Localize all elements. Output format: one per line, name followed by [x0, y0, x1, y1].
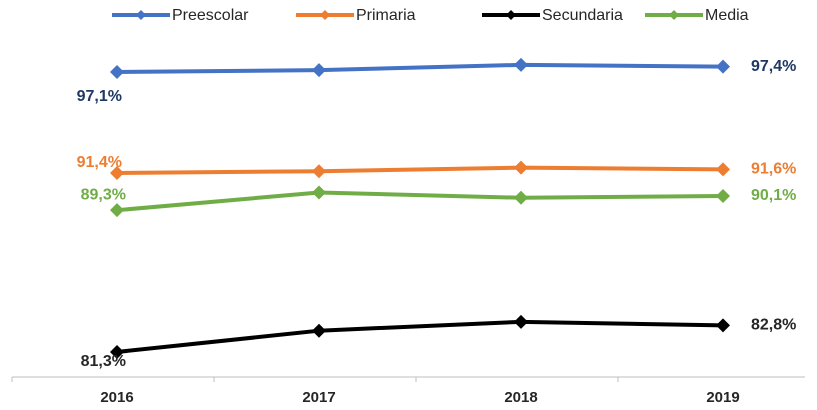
legend-label: Primaria [356, 7, 416, 24]
data-point [716, 189, 730, 204]
data-point [110, 165, 124, 180]
data-point [312, 164, 326, 179]
data-label: 97,4% [751, 58, 796, 75]
data-point [716, 162, 730, 177]
x-tick-label: 2018 [504, 389, 537, 406]
data-label: 82,8% [751, 317, 796, 334]
x-tick-label: 2019 [706, 389, 739, 406]
data-point [514, 190, 528, 205]
series-line [116, 62, 724, 74]
data-point [716, 318, 730, 333]
data-label: 90,1% [751, 187, 796, 204]
data-point [514, 57, 528, 72]
data-point [110, 344, 124, 359]
legend-marker [506, 10, 516, 20]
legend-label: Secundaria [542, 7, 623, 24]
legend-label: Preescolar [172, 7, 249, 24]
data-label: 91,6% [751, 161, 796, 178]
data-point [312, 63, 326, 78]
legend-marker [320, 10, 330, 20]
data-point [110, 64, 124, 79]
legend-label: Media [705, 7, 749, 24]
series-line [116, 319, 724, 354]
legend-marker [136, 10, 146, 20]
x-tick-label: 2017 [302, 389, 335, 406]
series-line [116, 190, 724, 213]
data-point [514, 160, 528, 175]
legend-marker [669, 10, 679, 20]
data-point [716, 59, 730, 74]
series-line [116, 165, 724, 175]
data-label: 89,3% [81, 186, 126, 203]
x-tick-label: 2016 [100, 389, 133, 406]
data-point [110, 203, 124, 218]
data-point [312, 323, 326, 338]
data-point [514, 314, 528, 329]
data-point [312, 185, 326, 200]
data-label: 97,1% [77, 88, 122, 105]
data-label: 81,3% [81, 353, 126, 370]
data-label: 91,4% [77, 154, 122, 171]
